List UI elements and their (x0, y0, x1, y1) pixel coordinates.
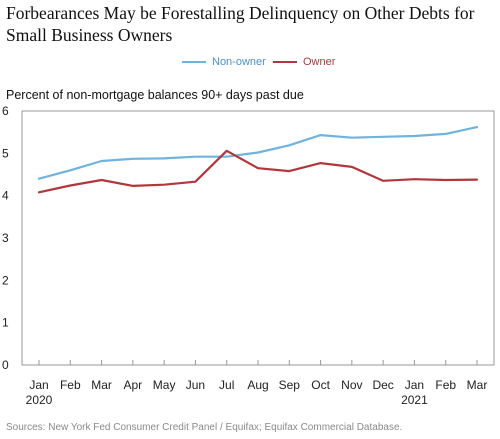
legend-label-non-owner: Non-owner (212, 56, 266, 68)
x-tick-label: Mar (467, 378, 488, 392)
x-tick-label: Oct (311, 378, 330, 392)
x-tick-label: Mar (91, 378, 112, 392)
y-tick-label: 6 (2, 104, 9, 118)
x-tick-label: Feb (60, 378, 81, 392)
y-tick-label: 1 (2, 316, 9, 330)
y-axis-label: Percent of non-mortgage balances 90+ day… (6, 88, 304, 102)
x-tick-label: Jan (405, 378, 424, 392)
x-tick-year-label: 2021 (401, 393, 428, 407)
x-tick-label: Sep (279, 378, 301, 392)
source-note: Sources: New York Fed Consumer Credit Pa… (6, 422, 403, 433)
y-tick-label: 0 (2, 358, 9, 372)
legend-label-owner: Owner (303, 56, 336, 68)
x-tick-label: Aug (247, 378, 268, 392)
legend: Non-owner Owner (0, 56, 500, 72)
series-line-non-owner (37, 125, 479, 180)
x-tick-label: Apr (124, 378, 143, 392)
y-tick-label: 3 (2, 231, 9, 245)
x-tick-label: Jun (186, 378, 205, 392)
x-tick-label: Nov (341, 378, 362, 392)
legend-item-non-owner: Non-owner (182, 56, 266, 68)
legend-swatch-non-owner (182, 60, 206, 64)
x-tick-label: May (153, 378, 176, 392)
legend-item-owner: Owner (273, 56, 335, 68)
chart-title: Forbearances May be Forestalling Delinqu… (6, 3, 475, 45)
y-tick-label: 5 (2, 146, 9, 160)
y-tick-label: 2 (2, 273, 9, 287)
x-tick-label: Feb (435, 378, 456, 392)
x-tick-label: Dec (372, 378, 393, 392)
x-tick-year-label: 2020 (26, 393, 53, 407)
y-tick-label: 4 (2, 189, 9, 203)
legend-swatch-owner (273, 60, 297, 64)
x-tick-label: Jan (29, 378, 48, 392)
x-tick-label: Jul (219, 378, 234, 392)
series-line-owner (37, 149, 479, 194)
plot-frame (21, 110, 495, 366)
